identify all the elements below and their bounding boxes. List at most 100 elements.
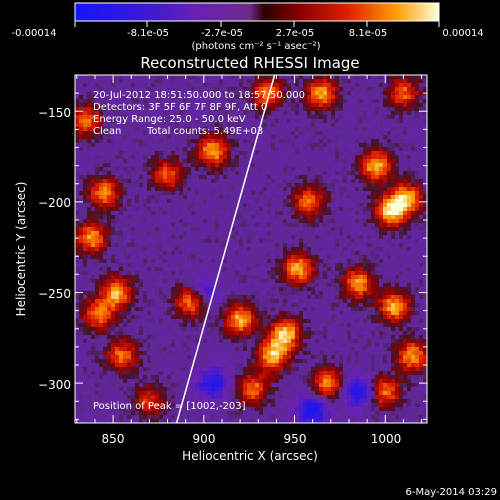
heatmap-cell xyxy=(87,119,91,123)
heatmap-cell xyxy=(75,251,79,255)
heatmap-cell xyxy=(163,79,167,83)
heatmap-cell xyxy=(347,203,351,207)
heatmap-cell xyxy=(247,99,251,103)
heatmap-cell xyxy=(279,203,283,207)
heatmap-cell xyxy=(299,251,303,255)
heatmap-cell xyxy=(279,283,283,287)
heatmap-cell xyxy=(223,91,227,95)
heatmap-cell xyxy=(215,207,219,211)
heatmap-cell xyxy=(211,231,215,235)
heatmap-cell xyxy=(307,179,311,183)
heatmap-cell xyxy=(159,187,163,191)
heatmap-cell xyxy=(107,227,111,231)
heatmap-cell xyxy=(307,275,311,279)
heatmap-cell xyxy=(371,95,375,99)
heatmap-cell xyxy=(303,87,307,91)
heatmap-cell xyxy=(75,79,79,83)
heatmap-cell xyxy=(383,87,387,91)
heatmap-cell xyxy=(175,95,179,99)
heatmap-cell xyxy=(355,263,359,267)
heatmap-cell xyxy=(203,239,207,243)
heatmap-cell xyxy=(95,127,99,131)
heatmap-cell xyxy=(279,255,283,259)
heatmap-cell xyxy=(143,235,147,239)
heatmap-cell xyxy=(119,255,123,259)
heatmap-cell xyxy=(131,271,135,275)
heatmap-cell xyxy=(391,115,395,119)
heatmap-cell xyxy=(339,151,343,155)
heatmap-cell xyxy=(91,139,95,143)
heatmap-cell xyxy=(355,155,359,159)
heatmap-cell xyxy=(91,171,95,175)
heatmap-cell xyxy=(239,247,243,251)
heatmap-cell xyxy=(199,263,203,267)
heatmap-cell xyxy=(183,123,187,127)
heatmap-cell xyxy=(359,95,363,99)
heatmap-cell xyxy=(315,203,319,207)
heatmap-cell xyxy=(379,239,383,243)
heatmap-cell xyxy=(83,147,87,151)
heatmap-cell xyxy=(279,107,283,111)
heatmap-cell xyxy=(311,139,315,143)
heatmap-cell xyxy=(79,259,83,263)
heatmap-cell xyxy=(371,251,375,255)
heatmap-cell xyxy=(247,223,251,227)
heatmap-cell xyxy=(399,287,403,291)
heatmap-cell xyxy=(415,255,419,259)
heatmap-cell xyxy=(211,171,215,175)
heatmap-cell xyxy=(299,227,303,231)
heatmap-cell xyxy=(255,75,259,79)
heatmap-cell xyxy=(239,131,243,135)
heatmap-cell xyxy=(339,235,343,239)
heatmap-cell xyxy=(135,251,139,255)
heatmap-cell xyxy=(123,131,127,135)
heatmap-cell xyxy=(231,187,235,191)
heatmap-cell xyxy=(315,295,319,299)
heatmap-cell xyxy=(231,119,235,123)
heatmap-cell xyxy=(251,275,255,279)
heatmap-cell xyxy=(407,195,411,199)
heatmap-cell xyxy=(143,155,147,159)
heatmap-cell xyxy=(207,167,211,171)
heatmap-cell xyxy=(187,195,191,199)
heatmap-cell xyxy=(187,295,191,299)
heatmap-cell xyxy=(171,299,175,303)
heatmap-cell xyxy=(327,95,331,99)
heatmap-cell xyxy=(195,295,199,299)
heatmap-cell xyxy=(303,263,307,267)
heatmap-cell xyxy=(143,275,147,279)
heatmap-cell xyxy=(291,131,295,135)
heatmap-cell xyxy=(355,239,359,243)
heatmap-cell xyxy=(227,159,231,163)
heatmap-cell xyxy=(391,247,395,251)
heatmap-cell xyxy=(307,95,311,99)
heatmap-cell xyxy=(235,139,239,143)
heatmap-cell xyxy=(211,131,215,135)
heatmap-cell xyxy=(343,139,347,143)
heatmap-cell xyxy=(239,91,243,95)
heatmap-cell xyxy=(199,135,203,139)
heatmap-cell xyxy=(347,143,351,147)
heatmap-cell xyxy=(399,207,403,211)
heatmap-cell xyxy=(263,243,267,247)
heatmap-cell xyxy=(171,83,175,87)
heatmap-cell xyxy=(107,79,111,83)
heatmap-cell xyxy=(163,299,167,303)
heatmap-cell xyxy=(407,95,411,99)
heatmap-cell xyxy=(163,243,167,247)
heatmap-cell xyxy=(343,271,347,275)
heatmap-cell xyxy=(111,131,115,135)
heatmap-cell xyxy=(359,179,363,183)
heatmap-cell xyxy=(319,139,323,143)
heatmap-cell xyxy=(287,183,291,187)
heatmap-cell xyxy=(263,87,267,91)
heatmap-cell xyxy=(259,235,263,239)
heatmap-cell xyxy=(171,227,175,231)
heatmap-cell xyxy=(175,123,179,127)
heatmap-cell xyxy=(147,295,151,299)
heatmap-cell xyxy=(407,163,411,167)
heatmap-cell xyxy=(151,175,155,179)
heatmap-cell xyxy=(307,147,311,151)
heatmap-cell xyxy=(135,231,139,235)
heatmap-cell xyxy=(255,139,259,143)
